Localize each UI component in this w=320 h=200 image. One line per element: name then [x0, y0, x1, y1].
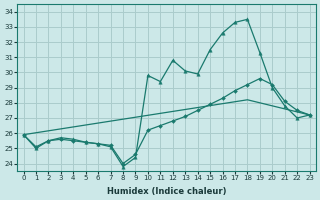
X-axis label: Humidex (Indice chaleur): Humidex (Indice chaleur): [107, 187, 226, 196]
